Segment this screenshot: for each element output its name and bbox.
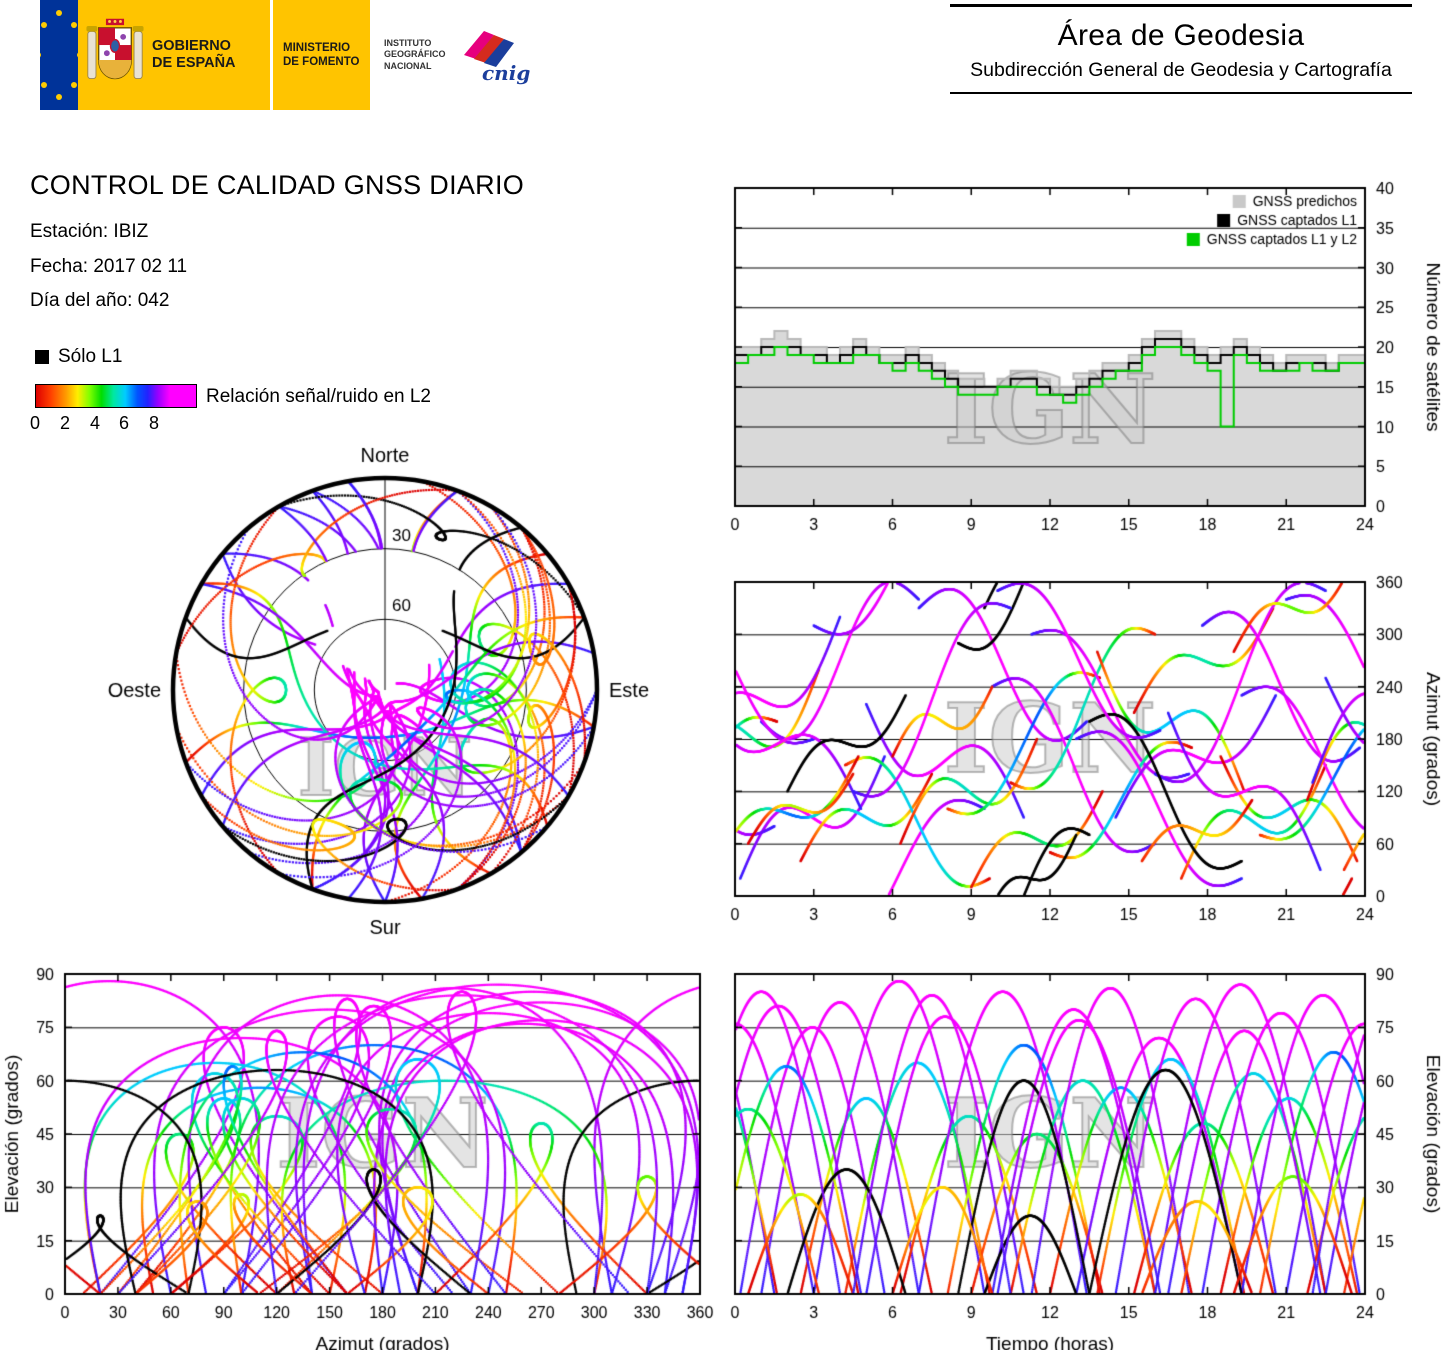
ign-label: INSTITUTO GEOGRÁFICO NACIONAL bbox=[384, 38, 446, 72]
ign-line1: INSTITUTO bbox=[384, 38, 432, 49]
snr-gradient-bar bbox=[35, 384, 197, 408]
snr-tick-0: 0 bbox=[29, 413, 41, 433]
cnig-logo: cnig bbox=[463, 31, 530, 85]
date-line: Fecha: 2017 02 11 bbox=[30, 256, 188, 277]
spain-coat-of-arms-icon bbox=[86, 18, 144, 80]
black-square-icon bbox=[35, 350, 49, 364]
ministerio-block: MINISTERIO DE FOMENTO bbox=[273, 0, 370, 110]
spain-gov-logo: GOBIERNO DE ESPAÑA MINISTERIO DE FOMENTO… bbox=[40, 0, 560, 110]
eu-stars-graphic bbox=[40, 10, 78, 100]
ministerio-line1: MINISTERIO bbox=[283, 41, 351, 54]
ministerio-label: MINISTERIO DE FOMENTO bbox=[283, 41, 359, 70]
gobierno-block: GOBIERNO DE ESPAÑA bbox=[78, 0, 270, 110]
band-divider bbox=[270, 0, 273, 110]
gobierno-label: GOBIERNO DE ESPAÑA bbox=[152, 38, 236, 73]
snr-tick-4: 4 bbox=[89, 413, 101, 433]
cnig-label: cnig bbox=[482, 61, 530, 85]
snr-tick-2: 2 bbox=[59, 413, 71, 433]
area-title: Área de Geodesia bbox=[1057, 19, 1305, 52]
elevation-time-chart bbox=[725, 956, 1445, 1350]
gobierno-line1: GOBIERNO bbox=[152, 37, 231, 54]
area-subtitle: Subdirección General de Geodesia y Carto… bbox=[970, 59, 1392, 81]
ign-block: INSTITUTO GEOGRÁFICO NACIONAL cnig bbox=[370, 0, 560, 110]
elevation-azimuth-chart bbox=[0, 956, 720, 1350]
gobierno-line2: DE ESPAÑA bbox=[152, 55, 236, 71]
area-header: Área de Geodesia Subdirección General de… bbox=[950, 4, 1412, 94]
ign-line2: GEOGRÁFICO bbox=[384, 49, 446, 60]
eu-flag-stars-icon bbox=[40, 0, 78, 110]
snr-scale-ticks: 0 2 4 6 8 bbox=[30, 413, 215, 435]
snr-label: Relación señal/ruido en L2 bbox=[206, 386, 431, 407]
snr-tick-8: 8 bbox=[148, 413, 160, 433]
satellite-count-chart bbox=[725, 180, 1445, 550]
page-title: CONTROL DE CALIDAD GNSS DIARIO bbox=[30, 170, 525, 200]
ministerio-line2: DE FOMENTO bbox=[283, 56, 360, 68]
azimuth-time-chart bbox=[725, 570, 1445, 958]
skyplot-chart bbox=[100, 436, 680, 956]
doy-line: Día del año: 042 bbox=[30, 290, 170, 311]
station-line: Estación: IBIZ bbox=[30, 221, 149, 242]
ign-line3: NACIONAL bbox=[384, 60, 432, 71]
solo-l1-label: Sólo L1 bbox=[58, 346, 123, 367]
snr-tick-6: 6 bbox=[118, 413, 130, 433]
solo-l1-legend: Sólo L1 bbox=[35, 346, 122, 368]
